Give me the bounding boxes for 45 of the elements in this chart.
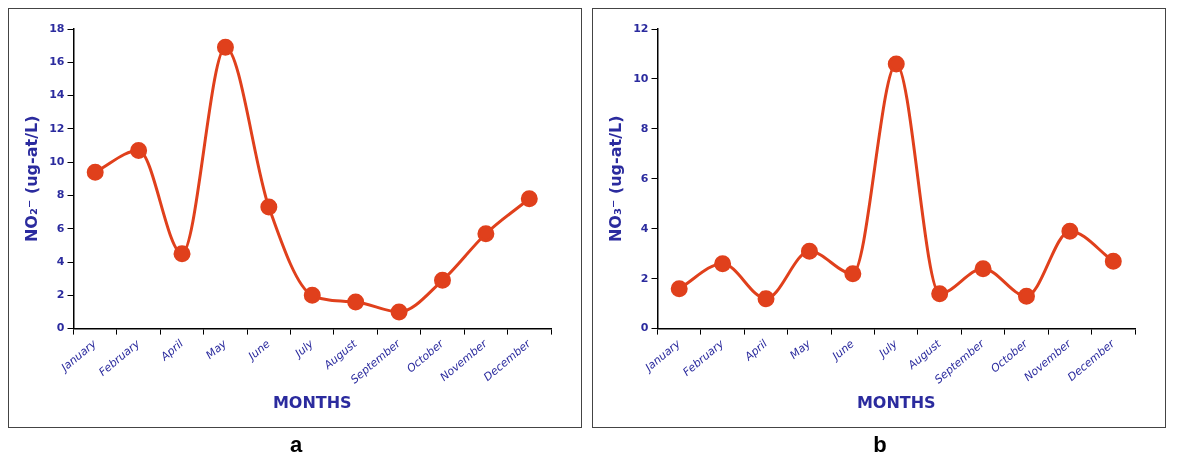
y-tick-label: 18 [49, 21, 65, 35]
x-axis-title: MONTHS [272, 392, 352, 412]
point [433, 271, 451, 289]
point [303, 286, 321, 304]
point [520, 190, 538, 208]
point [216, 38, 234, 56]
y-tick-label: 0 [640, 321, 649, 335]
point [844, 265, 862, 283]
y-tick-label: 4 [56, 254, 65, 268]
point [477, 225, 495, 243]
point [714, 255, 732, 273]
y-tick-label: 8 [56, 188, 65, 202]
point [800, 242, 818, 260]
y-tick-label: 2 [640, 271, 649, 285]
y-tick-label: 10 [49, 155, 65, 169]
point [974, 260, 992, 278]
y-tick-label: 0 [56, 321, 65, 335]
point [931, 285, 949, 303]
y-tick-label: 12 [49, 121, 65, 135]
point [173, 245, 191, 263]
point [1061, 222, 1079, 240]
point [260, 198, 278, 216]
text: a [288, 432, 304, 458]
x-axis-title: MONTHS [856, 392, 936, 412]
point [887, 55, 905, 73]
y-axis-title: NO₃⁻ (ug-at/L) [605, 115, 625, 243]
y-tick-label: 10 [633, 71, 649, 85]
y-axis-title: NO₂⁻ (ug-at/L) [21, 115, 41, 243]
point [757, 290, 775, 308]
y-tick-label: 16 [49, 55, 65, 69]
y-tick-label: 14 [49, 88, 65, 102]
y-tick-label: 12 [633, 21, 649, 35]
point [1104, 252, 1122, 270]
point [670, 280, 688, 298]
y-tick-label: 4 [640, 221, 649, 235]
y-tick-label: 8 [640, 121, 649, 135]
point [347, 293, 365, 311]
y-tick-label: 6 [56, 221, 65, 235]
point [1017, 287, 1035, 305]
point [86, 163, 104, 181]
point [390, 303, 408, 321]
text: b [872, 432, 888, 458]
point [130, 142, 148, 160]
y-tick-label: 6 [640, 171, 649, 185]
y-tick-label: 2 [56, 288, 65, 302]
